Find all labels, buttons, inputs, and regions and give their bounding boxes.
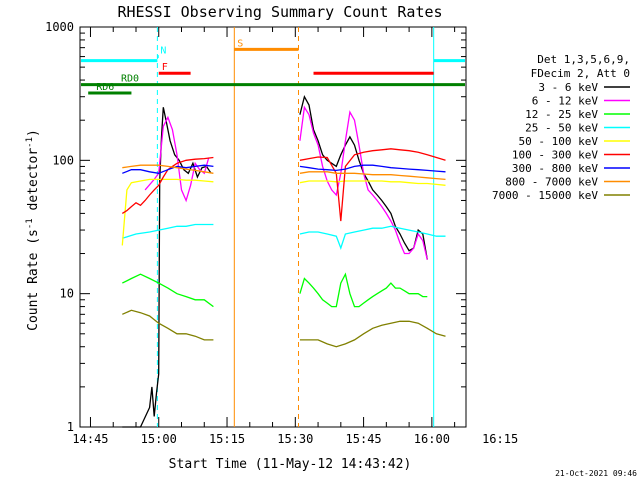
y-tick-label-1000: 1000: [45, 20, 74, 34]
y-axis-label-sup-2: -1: [25, 137, 35, 148]
series-300-800-kev-segment-0: [122, 164, 214, 174]
y-tick-label-10: 10: [60, 287, 74, 301]
series-25-50-kev-segment-0: [122, 223, 214, 239]
state-bar-label-s: S: [237, 38, 243, 49]
series-300-800-kev-segment-1: [299, 164, 446, 173]
state-bar-label-f: F: [162, 62, 168, 73]
series-7000-15000-kev-segment-1: [299, 320, 446, 348]
y-axis-label: Count Rate (s-1 detector-1): [25, 129, 41, 331]
legend-label-3-6-kev: 3 - 6 keV: [538, 81, 598, 94]
legend-label-6-12-kev: 6 - 12 keV: [532, 95, 599, 108]
vertical-markers: [156, 27, 435, 427]
y-axis: 1 10 100 1000: [45, 20, 466, 434]
x-tick-label-15-30: 15:30: [277, 432, 313, 446]
legend-header-1: Det 1,3,5,6,9,: [537, 53, 630, 66]
legend-label-100-300-kev: 100 - 300 keV: [512, 149, 598, 162]
x-axis: 14:45 15:00 15:15 15:30 15:45 16:00 16:15: [72, 27, 518, 446]
x-tick-label-15-45: 15:45: [346, 432, 382, 446]
y-tick-label-1: 1: [67, 420, 74, 434]
legend-header-2: FDecim 2, Att 0: [531, 67, 630, 80]
series-100-300-kev-segment-0: [121, 156, 214, 214]
legend-label-7000-15000-kev: 7000 - 15000 keV: [492, 189, 598, 202]
y-axis-label-sup-1: -1: [25, 218, 35, 229]
state-bars: N S F RD0 RD6: [81, 38, 465, 95]
legend-label-12-25-kev: 12 - 25 keV: [525, 108, 598, 121]
legend-label-800-7000-kev: 800 - 7000 keV: [505, 176, 598, 189]
x-tick-label-16-15: 16:15: [482, 432, 518, 446]
series-6-12-kev-segment-1: [299, 105, 428, 260]
series-50-100-kev-segment-0: [121, 178, 214, 246]
footer-date: 21-Oct-2021 09:46: [555, 469, 637, 478]
legend-label-50-100-kev: 50 - 100 keV: [519, 135, 599, 148]
y-tick-label-100: 100: [52, 153, 74, 167]
series-12-25-kev-segment-1: [299, 272, 428, 308]
legend: Det 1,3,5,6,9, FDecim 2, Att 0 3 - 6 keV…: [492, 53, 630, 202]
state-bar-label-rd0: RD0: [121, 74, 139, 85]
series-lines: [121, 94, 446, 428]
state-bar-label-rd6: RD6: [96, 82, 114, 93]
plot-area: [79, 26, 467, 428]
series-25-50-kev-segment-1: [299, 225, 446, 250]
series-12-25-kev-segment-0: [122, 273, 214, 308]
x-tick-label-15-15: 15:15: [209, 432, 245, 446]
x-axis-label: Start Time (11-May-12 14:43:42): [169, 457, 412, 472]
series-800-7000-kev-segment-1: [299, 171, 446, 181]
series-100-300-kev-segment-1: [299, 148, 446, 222]
legend-label-25-50-kev: 25 - 50 keV: [525, 122, 598, 135]
legend-label-300-800-kev: 300 - 800 keV: [512, 162, 598, 175]
chart-title: RHESSI Observing Summary Count Rates: [117, 3, 442, 21]
series-50-100-kev-segment-1: [299, 180, 446, 186]
series-7000-15000-kev-segment-0: [122, 309, 214, 341]
plot-frame: [79, 26, 467, 428]
x-tick-label-16-00: 16:00: [414, 432, 450, 446]
series-800-7000-kev-segment-0: [122, 164, 214, 174]
state-bar-label-n: N: [160, 46, 166, 57]
x-tick-label-15-00: 15:00: [141, 432, 177, 446]
x-tick-label-14-45: 14:45: [72, 432, 108, 446]
